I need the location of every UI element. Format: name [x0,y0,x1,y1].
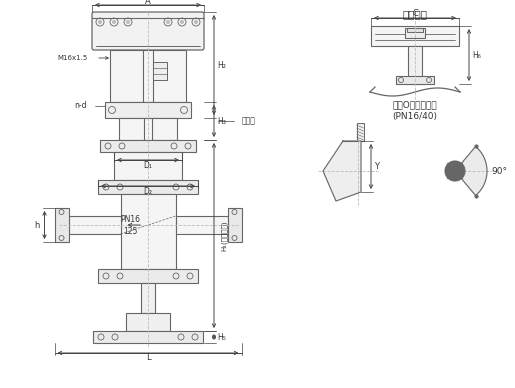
Text: 连接板: 连接板 [242,116,256,125]
Text: (PN16/40): (PN16/40) [392,113,438,121]
Bar [153,62,167,80]
Text: H₆: H₆ [472,50,481,59]
Bar [100,140,196,152]
Bar [407,28,423,32]
Text: H₅: H₅ [217,333,226,341]
Bar [93,331,203,343]
Bar [141,283,155,313]
Circle shape [98,20,102,24]
Text: L: L [146,353,150,362]
Polygon shape [455,147,487,196]
Bar [110,50,186,102]
Text: H₁(保温长度): H₁(保温长度) [221,220,228,251]
Bar [98,180,198,194]
Text: H₃: H₃ [217,116,226,125]
Bar [114,152,182,180]
FancyBboxPatch shape [92,12,204,50]
Text: A: A [145,0,151,5]
Text: 顶式手轮: 顶式手轮 [403,9,427,19]
Text: D₁: D₁ [144,161,152,170]
Bar [55,208,68,242]
Circle shape [166,20,170,24]
Circle shape [445,161,465,181]
Bar [396,76,434,84]
Bar [176,216,228,234]
Text: n-d: n-d [75,102,87,111]
Bar [98,269,198,283]
Bar [408,46,422,84]
Bar [126,313,170,331]
Bar [121,194,176,269]
Bar [405,28,425,38]
Text: H₂: H₂ [217,61,226,69]
Text: D₂: D₂ [144,187,152,196]
Bar [356,123,364,141]
Bar [119,118,177,140]
Text: 125: 125 [123,227,137,236]
Circle shape [126,20,130,24]
Bar [105,102,191,118]
Circle shape [112,20,116,24]
Bar [68,216,121,234]
Bar [228,208,242,242]
Bar [371,26,459,46]
Text: 金属O形圆槽尺寸: 金属O形圆槽尺寸 [392,100,437,109]
Text: C: C [412,9,418,19]
Circle shape [180,20,184,24]
Text: h: h [34,220,40,229]
Circle shape [194,20,198,24]
Polygon shape [323,141,361,201]
Text: M16x1.5: M16x1.5 [58,55,88,61]
Text: 90°: 90° [491,166,507,175]
Text: Y: Y [374,162,379,171]
Text: PN16: PN16 [120,215,140,225]
